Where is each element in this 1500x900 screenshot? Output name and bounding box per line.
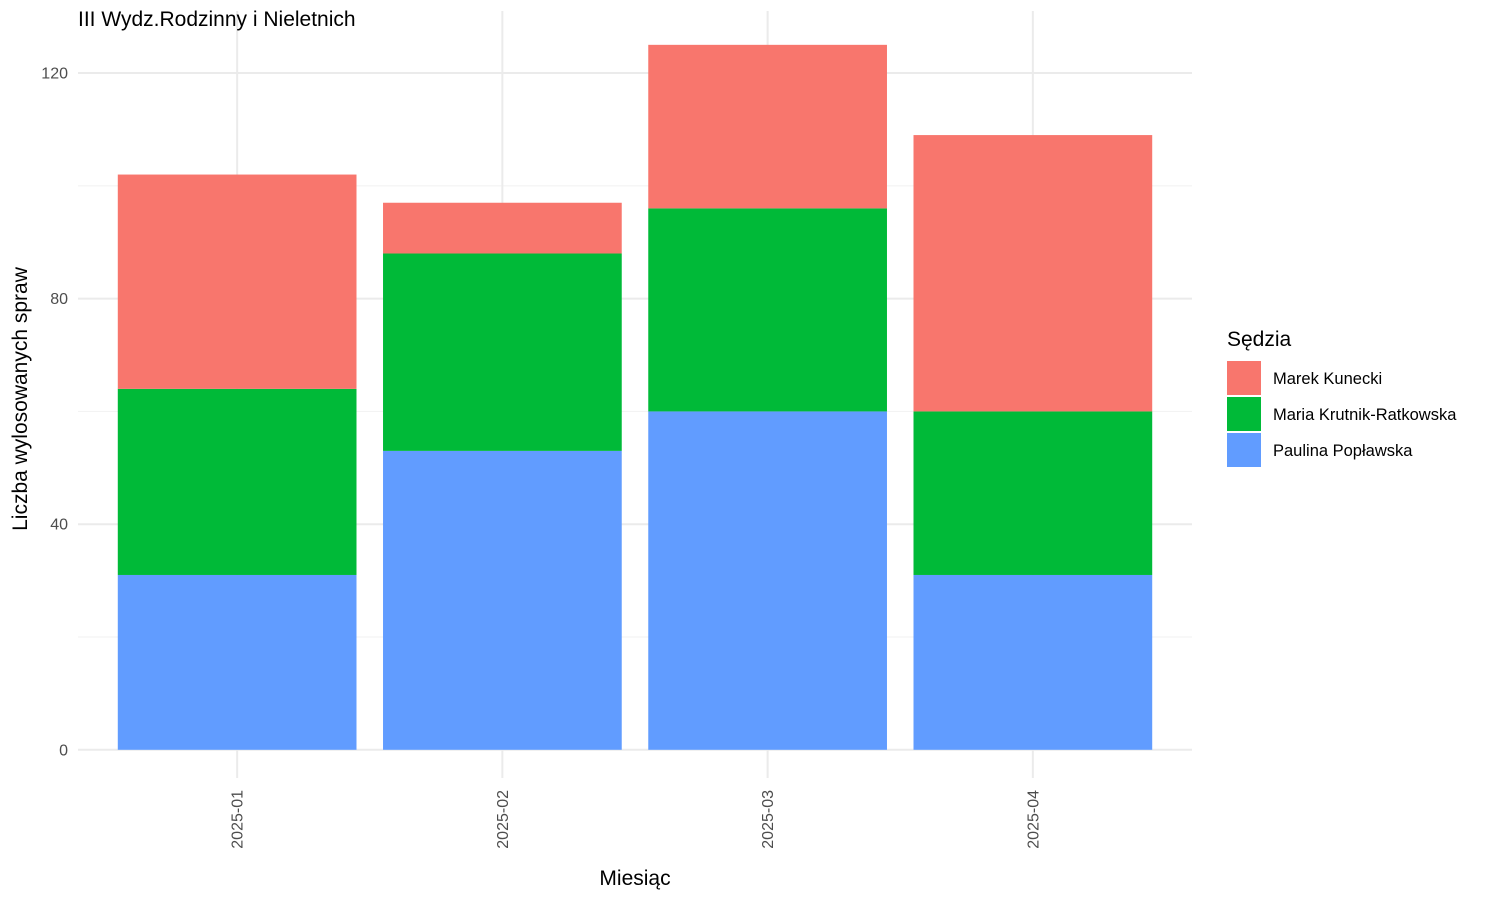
legend: Sędzia Marek Kunecki Maria Krutnik-Ratkow… (1227, 328, 1457, 467)
bar-segment (913, 135, 1153, 412)
y-tick-label: 40 (50, 517, 68, 534)
legend-key (1227, 361, 1261, 395)
legend-label: Paulina Popławska (1273, 442, 1413, 460)
bar-segment (648, 44, 887, 209)
x-tick-label: 2025-04 (1025, 790, 1042, 849)
x-axis-title: Miesiąc (599, 867, 670, 890)
bar-segment (117, 388, 357, 575)
legend-label: Marek Kunecki (1273, 370, 1382, 388)
y-axis-title: Liczba wylosowanych spraw (9, 266, 32, 531)
bars (117, 44, 1153, 750)
bar-segment (383, 202, 622, 254)
bar-segment (117, 574, 357, 750)
bar-segment (913, 574, 1153, 750)
chart-title: III Wydz.Rodzinny i Nieletnich (78, 8, 356, 31)
x-tick-label: 2025-02 (495, 790, 512, 849)
legend-key (1227, 397, 1261, 431)
bar-segment (383, 253, 622, 451)
bar-segment (648, 411, 887, 750)
bar-segment (117, 174, 357, 389)
y-tick-label: 120 (41, 66, 68, 83)
x-tick-label: 2025-01 (230, 790, 247, 849)
axes: 0 40 80 120 2025-01 2025-02 2025-03 2025-04 (41, 66, 1042, 849)
x-tick-label: 2025-03 (760, 790, 777, 849)
legend-title: Sędzia (1227, 328, 1292, 351)
y-tick-label: 0 (59, 742, 68, 759)
bar-segment (913, 411, 1153, 575)
legend-key (1227, 433, 1261, 467)
bar-segment (648, 208, 887, 412)
y-tick-label: 80 (50, 291, 68, 308)
bar-segment (383, 450, 622, 750)
legend-label: Maria Krutnik-Ratkowska (1273, 406, 1457, 424)
